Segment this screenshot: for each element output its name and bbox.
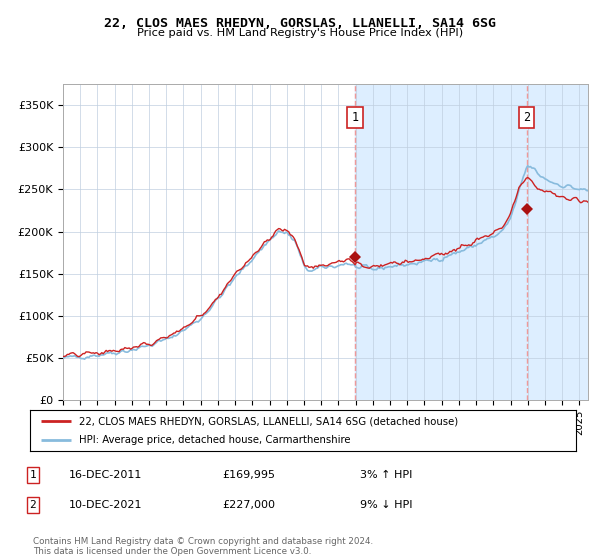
Text: Price paid vs. HM Land Registry's House Price Index (HPI): Price paid vs. HM Land Registry's House … [137, 28, 463, 38]
Text: 3% ↑ HPI: 3% ↑ HPI [360, 470, 412, 480]
Text: 10-DEC-2021: 10-DEC-2021 [69, 500, 143, 510]
Text: HPI: Average price, detached house, Carmarthenshire: HPI: Average price, detached house, Carm… [79, 435, 350, 445]
Text: 22, CLOS MAES RHEDYN, GORSLAS, LLANELLI, SA14 6SG (detached house): 22, CLOS MAES RHEDYN, GORSLAS, LLANELLI,… [79, 417, 458, 426]
Text: 22, CLOS MAES RHEDYN, GORSLAS, LLANELLI, SA14 6SG: 22, CLOS MAES RHEDYN, GORSLAS, LLANELLI,… [104, 17, 496, 30]
Text: 16-DEC-2011: 16-DEC-2011 [69, 470, 142, 480]
Text: 1: 1 [352, 111, 358, 124]
Bar [355, 84, 588, 400]
Text: 9% ↓ HPI: 9% ↓ HPI [360, 500, 413, 510]
Text: Contains HM Land Registry data © Crown copyright and database right 2024.
This d: Contains HM Land Registry data © Crown c… [33, 536, 373, 556]
Text: £227,000: £227,000 [222, 500, 275, 510]
Text: 1: 1 [29, 470, 37, 480]
Text: 2: 2 [523, 111, 530, 124]
Text: £169,995: £169,995 [222, 470, 275, 480]
Text: 2: 2 [29, 500, 37, 510]
